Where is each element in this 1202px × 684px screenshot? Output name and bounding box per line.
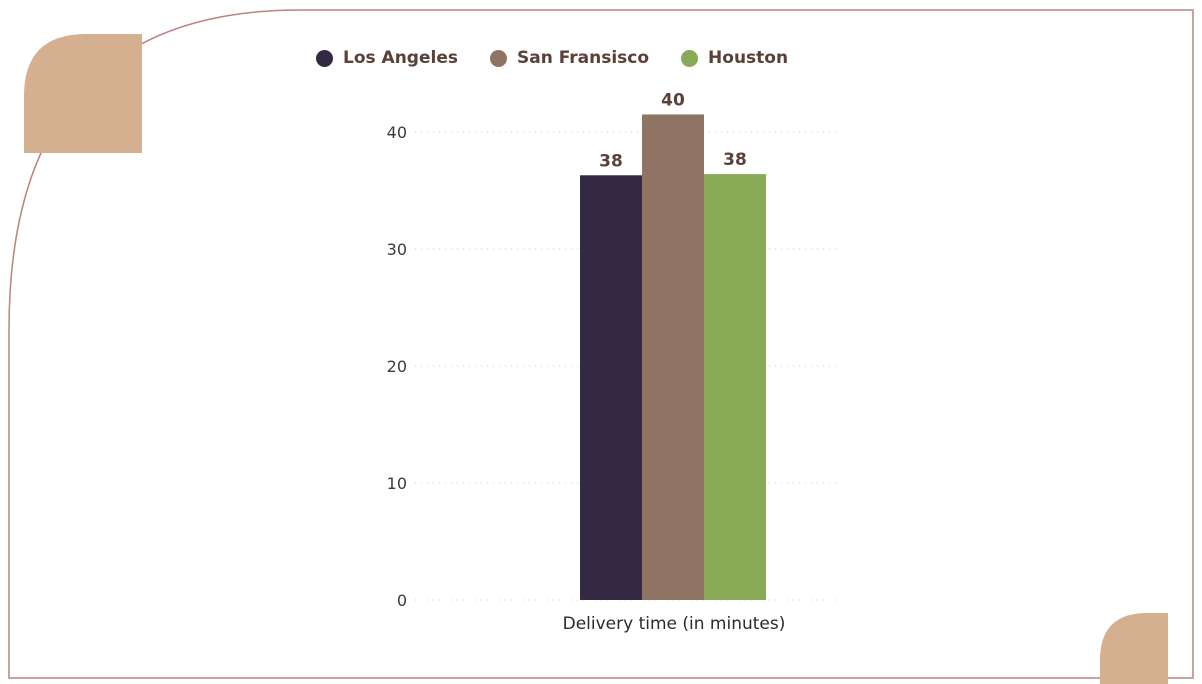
legend-label: Los Angeles [343,48,458,68]
y-tick-label: 0 [397,591,407,610]
corner-shape-top-left [24,34,142,153]
data-label: 38 [723,150,747,170]
y-tick-label: 40 [387,123,407,142]
data-label: 40 [661,90,685,110]
bar-houston[interactable] [704,174,766,600]
legend-item-houston[interactable]: Houston [681,48,788,68]
corner-shape-bottom-right [1100,613,1168,684]
bar-los-angeles[interactable] [580,175,642,601]
chart-legend: Los Angeles San Fransisco Houston [316,44,820,72]
bar-san-fransisco[interactable] [642,114,704,600]
legend-swatch [681,49,699,67]
y-axis-ticks: 0 10 20 30 40 [387,123,407,610]
bars [580,114,766,601]
data-labels: 38 40 38 [599,90,747,171]
y-tick-label: 10 [387,474,407,493]
data-label: 38 [599,151,623,171]
legend-label: Houston [708,48,789,68]
legend-item-los-angeles[interactable]: Los Angeles [316,48,458,68]
y-tick-label: 20 [387,357,407,376]
x-axis-title: Delivery time (in minutes) [563,614,786,634]
legend-item-san-fransisco[interactable]: San Fransisco [489,48,650,68]
y-tick-label: 30 [387,240,407,259]
legend-swatch [316,49,333,67]
legend-label: San Fransisco [516,48,650,68]
legend-swatch [489,49,507,67]
